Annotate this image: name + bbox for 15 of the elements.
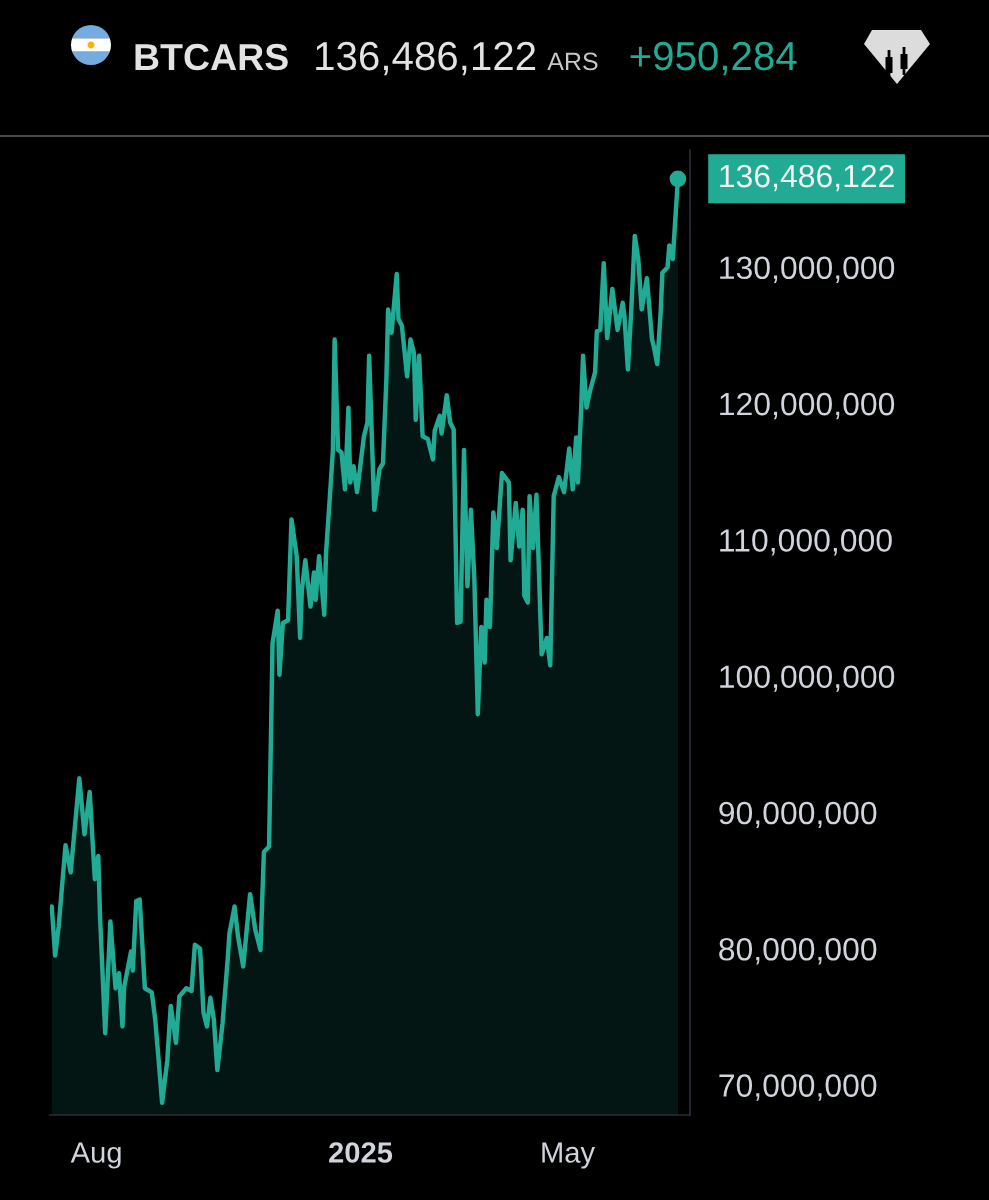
x-tick-label: Aug: [70, 1142, 121, 1169]
data-label: 136,486,122: [720, 164, 894, 192]
y-tick-label: 120,000,000: [720, 392, 895, 420]
y-tick-label: 80,000,000: [719, 937, 877, 965]
chart-subtitle: 136,486,122: [316, 41, 536, 76]
chart-title: BTCARS: [135, 43, 288, 71]
text: ARS: [547, 52, 598, 71]
x-tick-label: May: [542, 1142, 596, 1169]
y-tick-label: 100,000,000: [720, 665, 895, 692]
y-tick-label: 130,000,000: [720, 256, 895, 283]
y-tick-label: 90,000,000: [719, 801, 877, 829]
y-tick-label: 70,000,000: [719, 1074, 877, 1101]
y-tick-label: 110,000,000: [720, 529, 892, 556]
text: +950,284: [630, 41, 797, 76]
x-tick-label: 2025: [329, 1142, 393, 1163]
